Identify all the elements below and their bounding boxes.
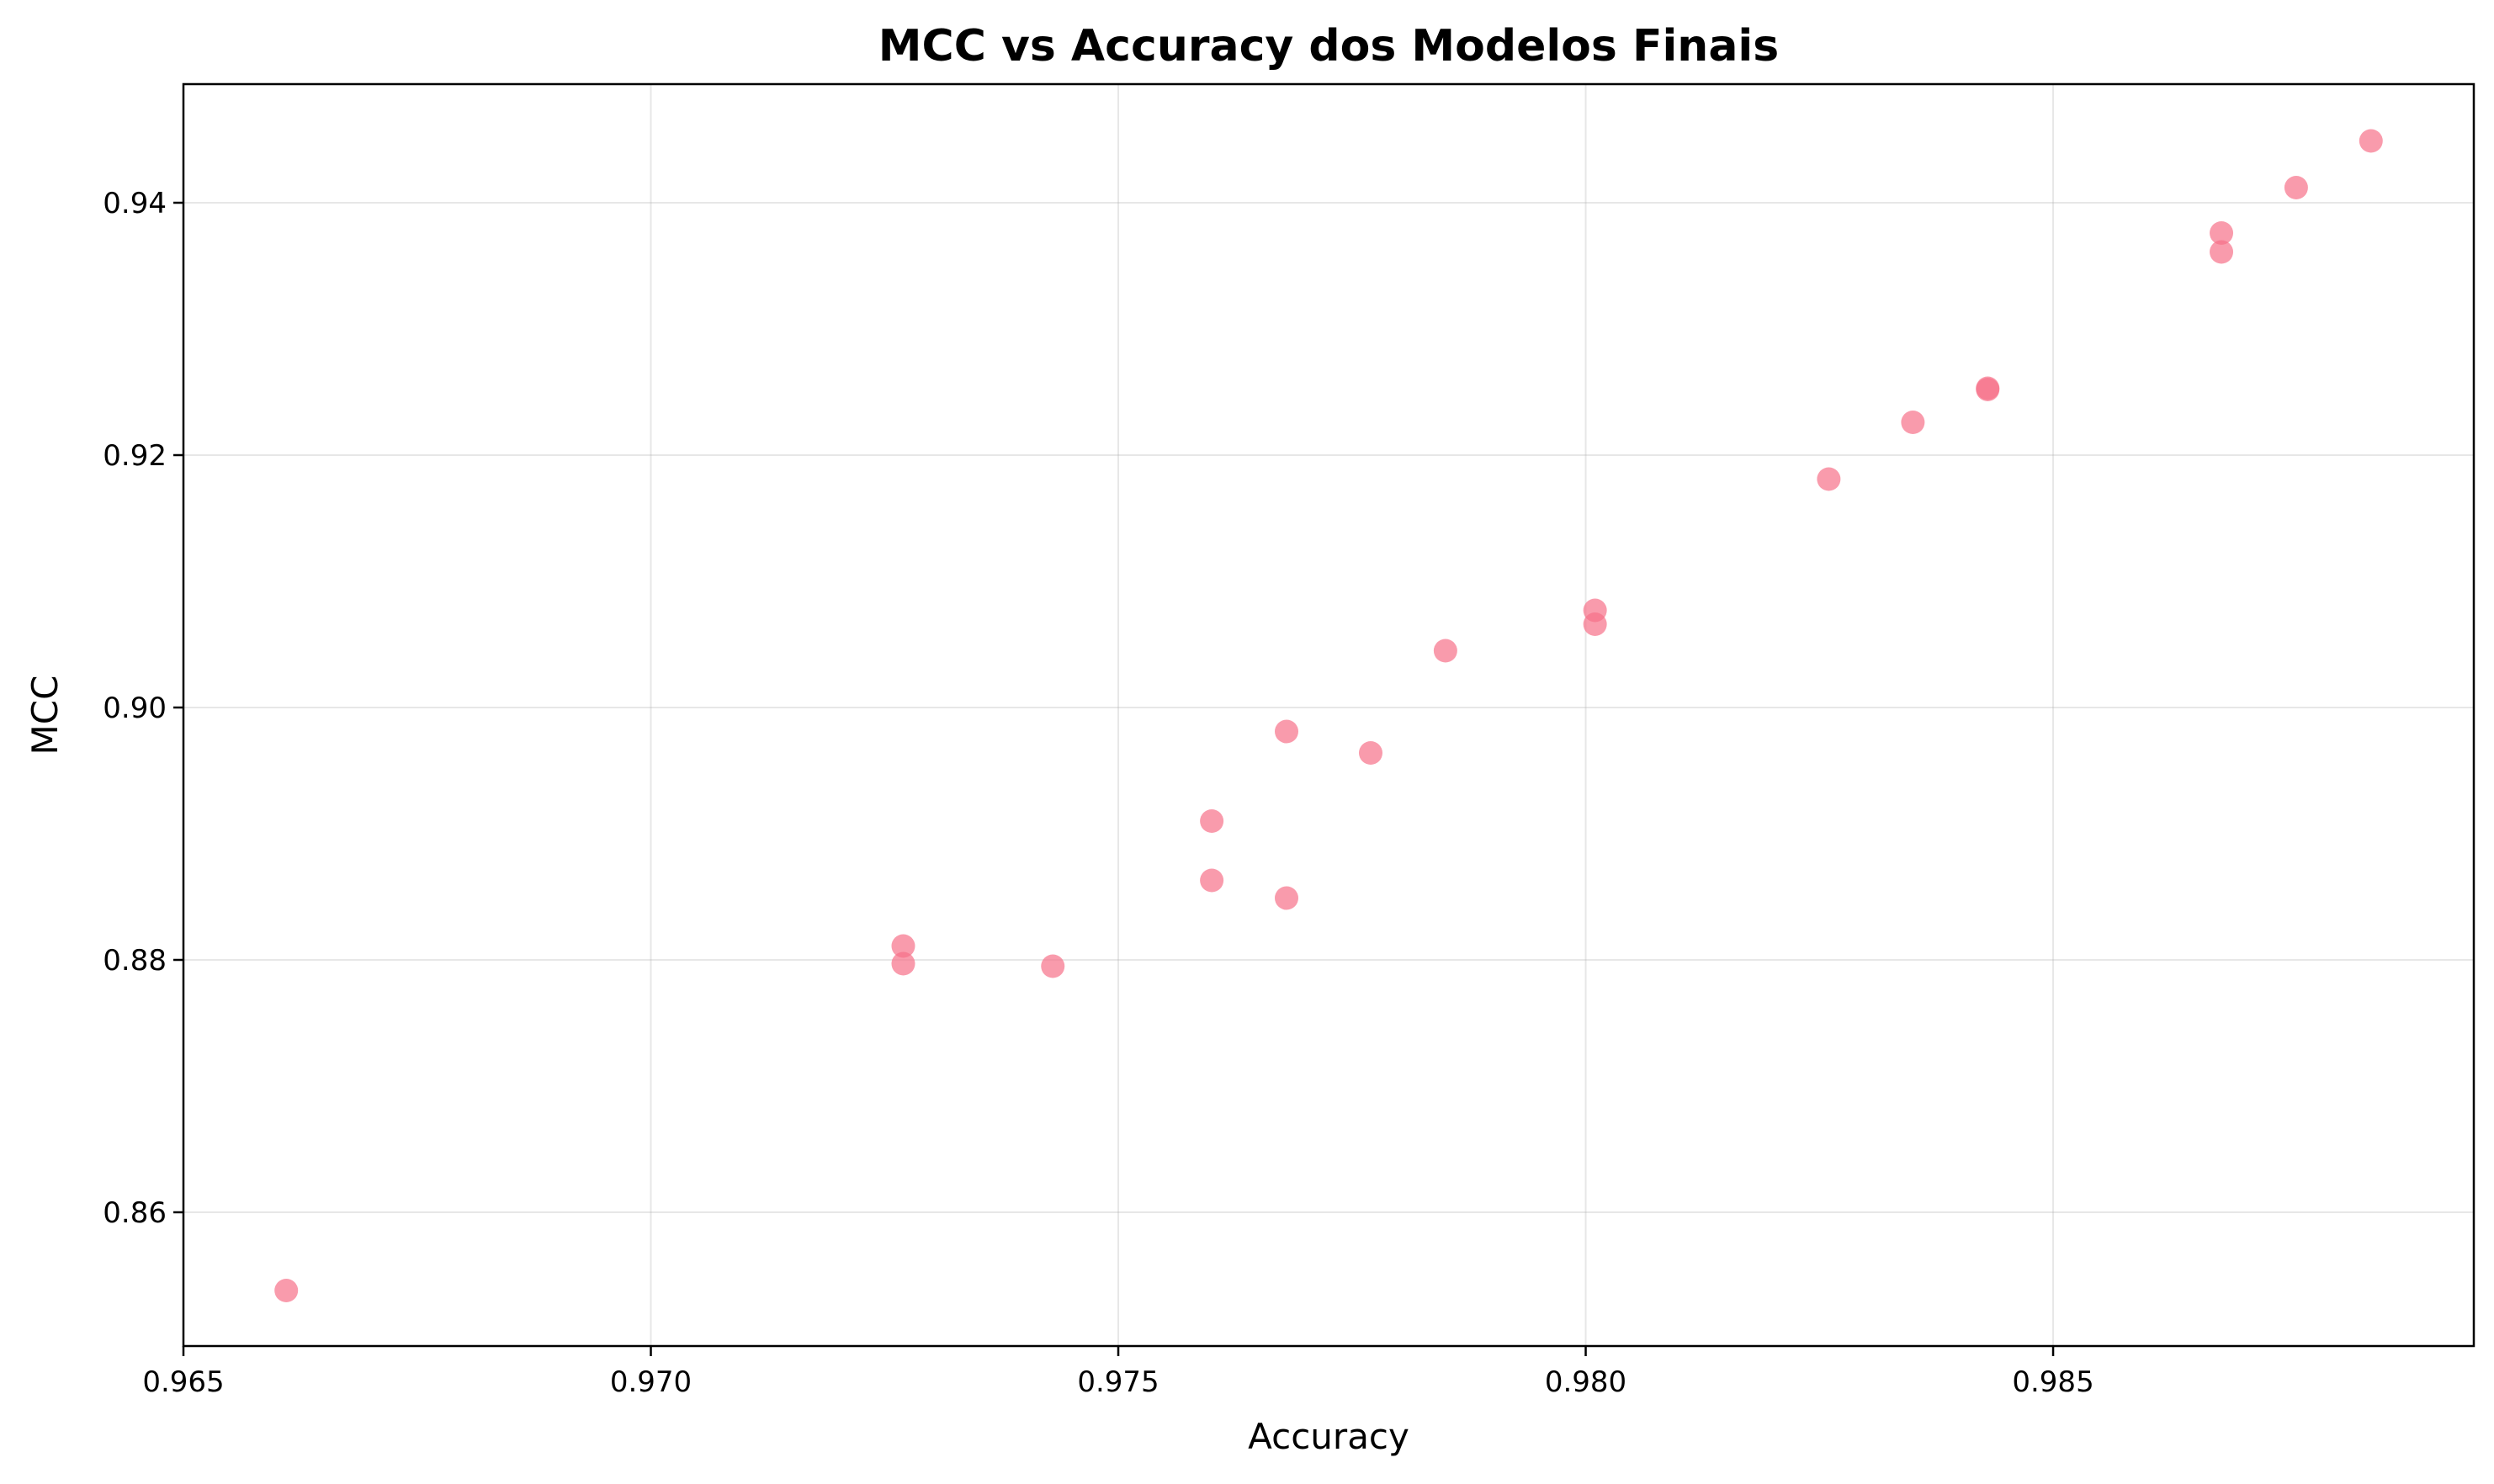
scatter-point — [274, 1279, 299, 1302]
x-tick-label: 0.975 — [1077, 1365, 1159, 1399]
data-points — [274, 129, 2383, 1302]
scatter-point — [2210, 240, 2234, 264]
plot-area-frame — [182, 82, 2475, 1348]
chart-title: MCC vs Accuracy dos Modelos Finais — [878, 21, 1779, 72]
y-tick-label: 0.86 — [103, 1196, 167, 1230]
scatter-point — [1583, 612, 1607, 636]
axis-ticks: 0.965 0.970 0.975 0.980 0.985 0.86 0.88 0.90 0.9… — [103, 187, 2093, 1399]
x-tick-label: 0.970 — [610, 1365, 692, 1399]
scatter-point — [1901, 411, 1925, 434]
x-tick-label: 0.965 — [142, 1365, 224, 1399]
scatter-point — [1041, 954, 1065, 978]
scatter-point — [1200, 809, 1224, 833]
x-tick-label: 0.980 — [1545, 1365, 1626, 1399]
scatter-point — [1275, 719, 1299, 744]
scatter-point — [2284, 176, 2308, 199]
scatter-point — [1433, 639, 1457, 663]
scatter-point — [1817, 467, 1841, 491]
scatter-point — [891, 934, 915, 958]
grid — [183, 84, 2474, 1346]
x-axis-label: Accuracy — [1248, 1416, 1409, 1457]
scatter-point — [2210, 221, 2234, 245]
scatter-point — [1200, 868, 1224, 893]
scatter-point — [1976, 376, 2000, 400]
y-tick-label: 0.90 — [103, 692, 167, 725]
y-tick-label: 0.92 — [103, 439, 167, 473]
y-tick-label: 0.88 — [103, 944, 167, 978]
y-axis-label: MCC — [24, 676, 66, 755]
x-tick-label: 0.985 — [2012, 1365, 2093, 1399]
scatter-point — [891, 951, 915, 976]
scatter-point — [1275, 886, 1299, 910]
scatter-point — [1358, 741, 1382, 765]
scatter-point — [2359, 129, 2383, 153]
y-tick-label: 0.94 — [103, 187, 167, 220]
